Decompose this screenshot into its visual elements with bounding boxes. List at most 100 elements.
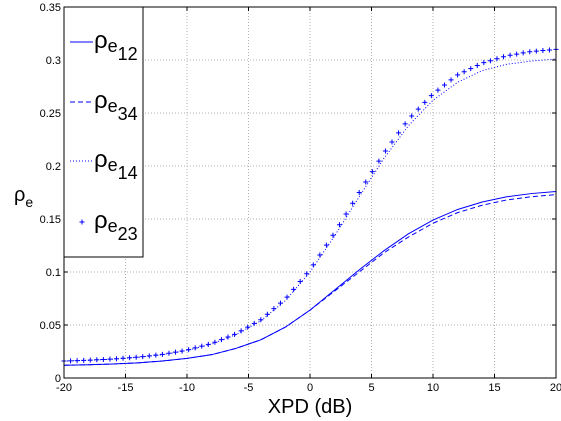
series-23-marker <box>127 355 133 361</box>
series-23-marker <box>520 50 526 56</box>
legend-label-sub2: 14 <box>118 163 138 183</box>
x-tick-label: -5 <box>244 382 254 394</box>
series-23-marker <box>494 56 500 62</box>
series-23-marker <box>376 158 382 164</box>
series-23-marker <box>107 356 113 362</box>
x-tick-label: 0 <box>307 382 313 394</box>
series-23-marker <box>238 328 244 334</box>
y-axis-label-base: ρ <box>14 184 25 206</box>
y-tick-label: 0.35 <box>40 2 61 14</box>
series-23-marker <box>461 69 467 75</box>
x-tick-label: 15 <box>488 382 500 394</box>
legend-label-sub2: 12 <box>118 44 138 64</box>
series-23-marker <box>330 232 336 238</box>
series-23-marker <box>527 49 533 55</box>
series-23-marker <box>474 63 480 69</box>
series-23-marker <box>87 357 93 363</box>
y-tick-label: 0.15 <box>40 214 61 226</box>
series-23-marker <box>120 355 126 361</box>
series-23-marker <box>468 66 474 72</box>
series-23-marker <box>356 190 362 195</box>
series-23-marker <box>363 179 369 185</box>
series-23-marker <box>245 324 251 330</box>
legend-label-sub2: 23 <box>118 224 138 244</box>
series-23-marker <box>140 354 146 360</box>
series-23-marker <box>205 341 211 347</box>
x-tick-label: -15 <box>118 382 134 394</box>
series-23-marker <box>481 60 487 66</box>
series-23-marker <box>396 130 402 136</box>
legend-label-14: ρe14 <box>94 146 138 183</box>
series-23-marker <box>199 343 205 349</box>
series-23-marker <box>402 121 408 127</box>
series-23-marker <box>310 262 316 268</box>
series-23-marker <box>369 169 375 175</box>
series-23-marker <box>533 48 539 54</box>
grid-lines <box>64 7 556 378</box>
series-group <box>61 46 559 366</box>
series-23-marker <box>113 356 119 362</box>
series-23-marker <box>68 358 74 364</box>
legend-label-sub1: e <box>108 155 118 175</box>
series-23-marker <box>323 242 329 248</box>
y-tick-label: 0.25 <box>40 108 61 120</box>
series-23-marker <box>159 351 165 357</box>
series-23-marker <box>74 358 80 364</box>
y-tick-label: 0.3 <box>46 55 61 67</box>
series-23-marker <box>540 48 546 54</box>
series-14 <box>63 58 557 362</box>
legend-sample-23 <box>79 219 85 225</box>
legend-label-23: ρe23 <box>94 207 138 244</box>
series-23-marker <box>291 286 297 292</box>
series-23-marker <box>487 58 493 64</box>
x-tick-label: -20 <box>56 382 72 394</box>
series-23-marker <box>448 77 454 83</box>
series-23-marker <box>422 99 428 105</box>
y-axis-label-sub: e <box>25 194 33 210</box>
series-23-marker <box>277 300 283 306</box>
x-tick-label: 10 <box>427 382 439 394</box>
series-23-marker <box>225 334 231 340</box>
series-23-marker <box>441 82 447 88</box>
series-23-marker <box>192 345 198 351</box>
legend-label-sub2: 34 <box>118 104 138 124</box>
series-23-marker <box>100 356 106 362</box>
series-23-marker <box>153 352 159 358</box>
series-23-marker <box>218 337 224 343</box>
series-23-marker <box>350 200 356 206</box>
series-23-marker <box>415 106 421 112</box>
y-tick-label: 0.1 <box>46 267 61 279</box>
y-tick-label: 0.05 <box>40 320 61 332</box>
series-23-marker <box>428 93 434 99</box>
series-23-marker <box>146 353 152 359</box>
series-23-marker <box>304 271 310 277</box>
series-14-line <box>63 58 557 362</box>
series-23-marker <box>435 87 441 93</box>
series-23-marker <box>546 47 552 53</box>
series-23-marker <box>166 350 172 356</box>
x-tick-label: 5 <box>368 382 374 394</box>
series-23-marker <box>409 113 415 119</box>
series-23-marker <box>343 211 349 217</box>
legend-label-sub1: e <box>108 96 118 116</box>
y-tick-label: 0 <box>55 373 61 385</box>
series-23-marker <box>317 252 323 258</box>
x-tick-labels: -20 -15 -10 -5 0 5 10 15 20 <box>56 382 561 394</box>
series-23-marker <box>297 279 303 285</box>
series-23-marker <box>455 72 461 78</box>
series-23-marker <box>212 339 218 345</box>
series-23-marker <box>514 51 520 57</box>
series-23-marker <box>337 222 343 228</box>
legend-label-34: ρe34 <box>94 87 138 124</box>
legend-label-12: ρe12 <box>94 27 138 64</box>
series-23-marker <box>264 311 270 317</box>
series-23-marker <box>382 148 388 154</box>
y-axis-label: ρe <box>14 184 33 210</box>
series-23 <box>61 46 559 364</box>
series-34-line <box>63 194 557 366</box>
series-23-marker <box>179 348 185 354</box>
legend-label-base: ρ <box>94 87 108 114</box>
x-axis-label: XPD (dB) <box>268 396 352 418</box>
series-23-marker <box>501 54 507 60</box>
